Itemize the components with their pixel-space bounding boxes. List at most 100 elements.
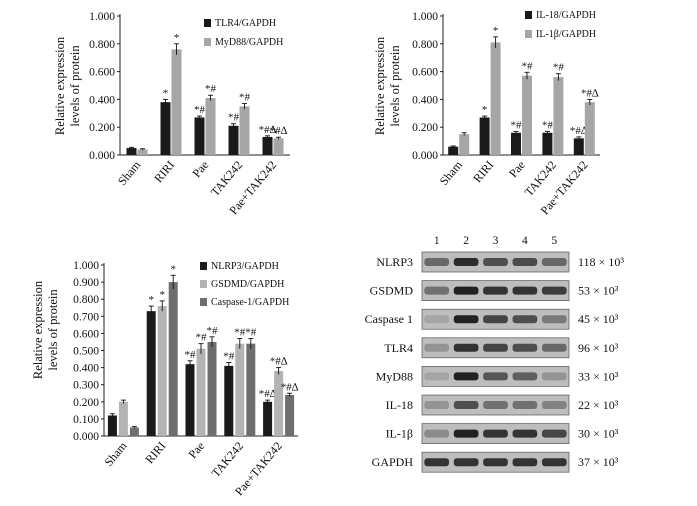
blot-band bbox=[512, 343, 538, 352]
blot-band bbox=[453, 315, 479, 324]
chart-3: 0.000 0.100 0.200 0.300 0.400 0.500 0.600 0.700… bbox=[31, 260, 299, 498]
lane-number: 4 bbox=[522, 235, 528, 247]
y-tick-label: 1.000 bbox=[73, 260, 99, 272]
category-label: RIRI bbox=[151, 158, 177, 185]
significance-mark: *#∆ bbox=[259, 388, 277, 400]
category-label: Sham bbox=[101, 438, 130, 468]
significance-mark: *# bbox=[542, 119, 554, 131]
molecular-weight: 45 × 10³ bbox=[578, 312, 619, 326]
blot-band bbox=[483, 401, 508, 409]
bar-il-1-gapdh bbox=[553, 77, 564, 155]
category-label: Pae bbox=[185, 439, 207, 461]
y-tick-label: 0.400 bbox=[89, 94, 115, 106]
protein-label: TLR4 bbox=[384, 341, 413, 355]
bar-gsdmd-gapdh bbox=[274, 371, 284, 436]
blot-band bbox=[453, 258, 479, 266]
blot-band bbox=[512, 372, 538, 381]
significance-mark: * bbox=[159, 289, 165, 301]
bar-caspase-1-gapdh bbox=[129, 427, 139, 436]
bar-il-1-gapdh bbox=[584, 102, 595, 155]
blot-band bbox=[424, 343, 450, 352]
bar-il-1-gapdh bbox=[490, 42, 501, 155]
molecular-weight: 37 × 10³ bbox=[578, 455, 619, 469]
significance-mark: *# bbox=[234, 327, 246, 339]
significance-mark: *# bbox=[228, 112, 240, 124]
y-tick-label: 0.200 bbox=[412, 122, 438, 134]
protein-label: NLRP3 bbox=[376, 255, 413, 269]
blot-band bbox=[512, 429, 538, 438]
blot-band bbox=[453, 458, 479, 467]
y-axis-label: levels of protein bbox=[46, 289, 60, 371]
significance-mark: * bbox=[493, 25, 499, 37]
protein-label: GAPDH bbox=[372, 455, 414, 469]
blot-band bbox=[424, 315, 450, 324]
blot-band bbox=[483, 286, 508, 295]
blot-band bbox=[512, 401, 538, 409]
blot-band bbox=[541, 401, 567, 409]
y-tick-label: 0.000 bbox=[73, 431, 99, 443]
y-axis-label: Relative expression bbox=[31, 280, 45, 379]
blot-band bbox=[483, 429, 508, 438]
legend-swatch bbox=[204, 19, 211, 27]
blot-band bbox=[512, 286, 538, 295]
bar-tlr4-gapdh bbox=[160, 102, 171, 155]
significance-mark: * bbox=[148, 294, 154, 306]
y-axis-label: levels of protein bbox=[68, 45, 82, 127]
bar-myd88-gapdh bbox=[137, 149, 148, 155]
blot-band bbox=[483, 343, 508, 352]
legend-swatch bbox=[525, 30, 532, 38]
y-tick-label: 0.400 bbox=[73, 363, 99, 375]
chart-2: 0.000 0.200 0.400 0.600 0.800 1.000 Relative e… bbox=[373, 10, 600, 217]
significance-mark: *#∆ bbox=[259, 124, 277, 136]
significance-mark: *# bbox=[553, 62, 565, 74]
blot-band bbox=[541, 343, 567, 352]
significance-mark: * bbox=[163, 87, 169, 99]
y-tick-label: 0.600 bbox=[73, 328, 99, 340]
bar-nlrp3-gapdh bbox=[224, 365, 234, 436]
molecular-weight: 33 × 10³ bbox=[578, 369, 619, 383]
bar-il-18-gapdh bbox=[542, 132, 553, 155]
bar-nlrp3-gapdh bbox=[107, 415, 117, 436]
y-tick-label: 0.500 bbox=[73, 346, 99, 358]
category-label: TAK242 bbox=[209, 439, 247, 480]
significance-mark: *# bbox=[239, 92, 251, 104]
y-axis-label: Relative expression bbox=[53, 36, 67, 135]
category-label: RIRI bbox=[470, 158, 496, 185]
significance-mark: *#∆ bbox=[270, 125, 288, 137]
significance-mark: *# bbox=[207, 325, 219, 337]
blot-band bbox=[424, 458, 450, 467]
significance-mark: *#∆ bbox=[570, 125, 588, 137]
significance-mark: *# bbox=[196, 332, 208, 344]
bar-nlrp3-gapdh bbox=[185, 364, 195, 436]
bar-il-1-gapdh bbox=[522, 75, 532, 155]
significance-mark: *# bbox=[223, 350, 235, 362]
y-tick-label: 0.200 bbox=[89, 122, 115, 134]
bar-il-18-gapdh bbox=[511, 132, 521, 155]
bar-gsdmd-gapdh bbox=[235, 343, 245, 436]
blot-band bbox=[424, 372, 450, 381]
legend-swatch bbox=[200, 298, 207, 306]
significance-mark: *# bbox=[194, 104, 206, 116]
significance-mark: *#∆ bbox=[281, 381, 299, 393]
bar-myd88-gapdh bbox=[273, 138, 284, 155]
y-tick-label: 1.000 bbox=[412, 11, 438, 23]
protein-label: GSDMD bbox=[370, 284, 414, 298]
bar-caspase-1-gapdh bbox=[285, 394, 295, 436]
blot-band bbox=[541, 286, 567, 295]
blot-band bbox=[424, 401, 450, 409]
bar-il-18-gapdh bbox=[448, 146, 459, 155]
significance-mark: * bbox=[482, 104, 488, 116]
bar-tlr4-gapdh bbox=[262, 136, 273, 155]
blot-band bbox=[512, 315, 538, 324]
legend-label: MyD88/GAPDH bbox=[215, 37, 283, 48]
y-tick-label: 0.900 bbox=[73, 277, 99, 289]
bar-il-1-gapdh bbox=[459, 134, 470, 155]
chart-1: 0.000 0.200 0.400 0.600 0.800 1.000 Relative e… bbox=[53, 11, 290, 217]
blot-band bbox=[453, 372, 479, 381]
blot-band bbox=[453, 429, 479, 438]
molecular-weight: 118 × 10³ bbox=[578, 255, 624, 269]
blot-band bbox=[453, 343, 479, 352]
legend-label: IL-18/GAPDH bbox=[536, 10, 596, 21]
significance-mark: *# bbox=[522, 60, 534, 72]
y-tick-label: 0.000 bbox=[89, 150, 115, 162]
